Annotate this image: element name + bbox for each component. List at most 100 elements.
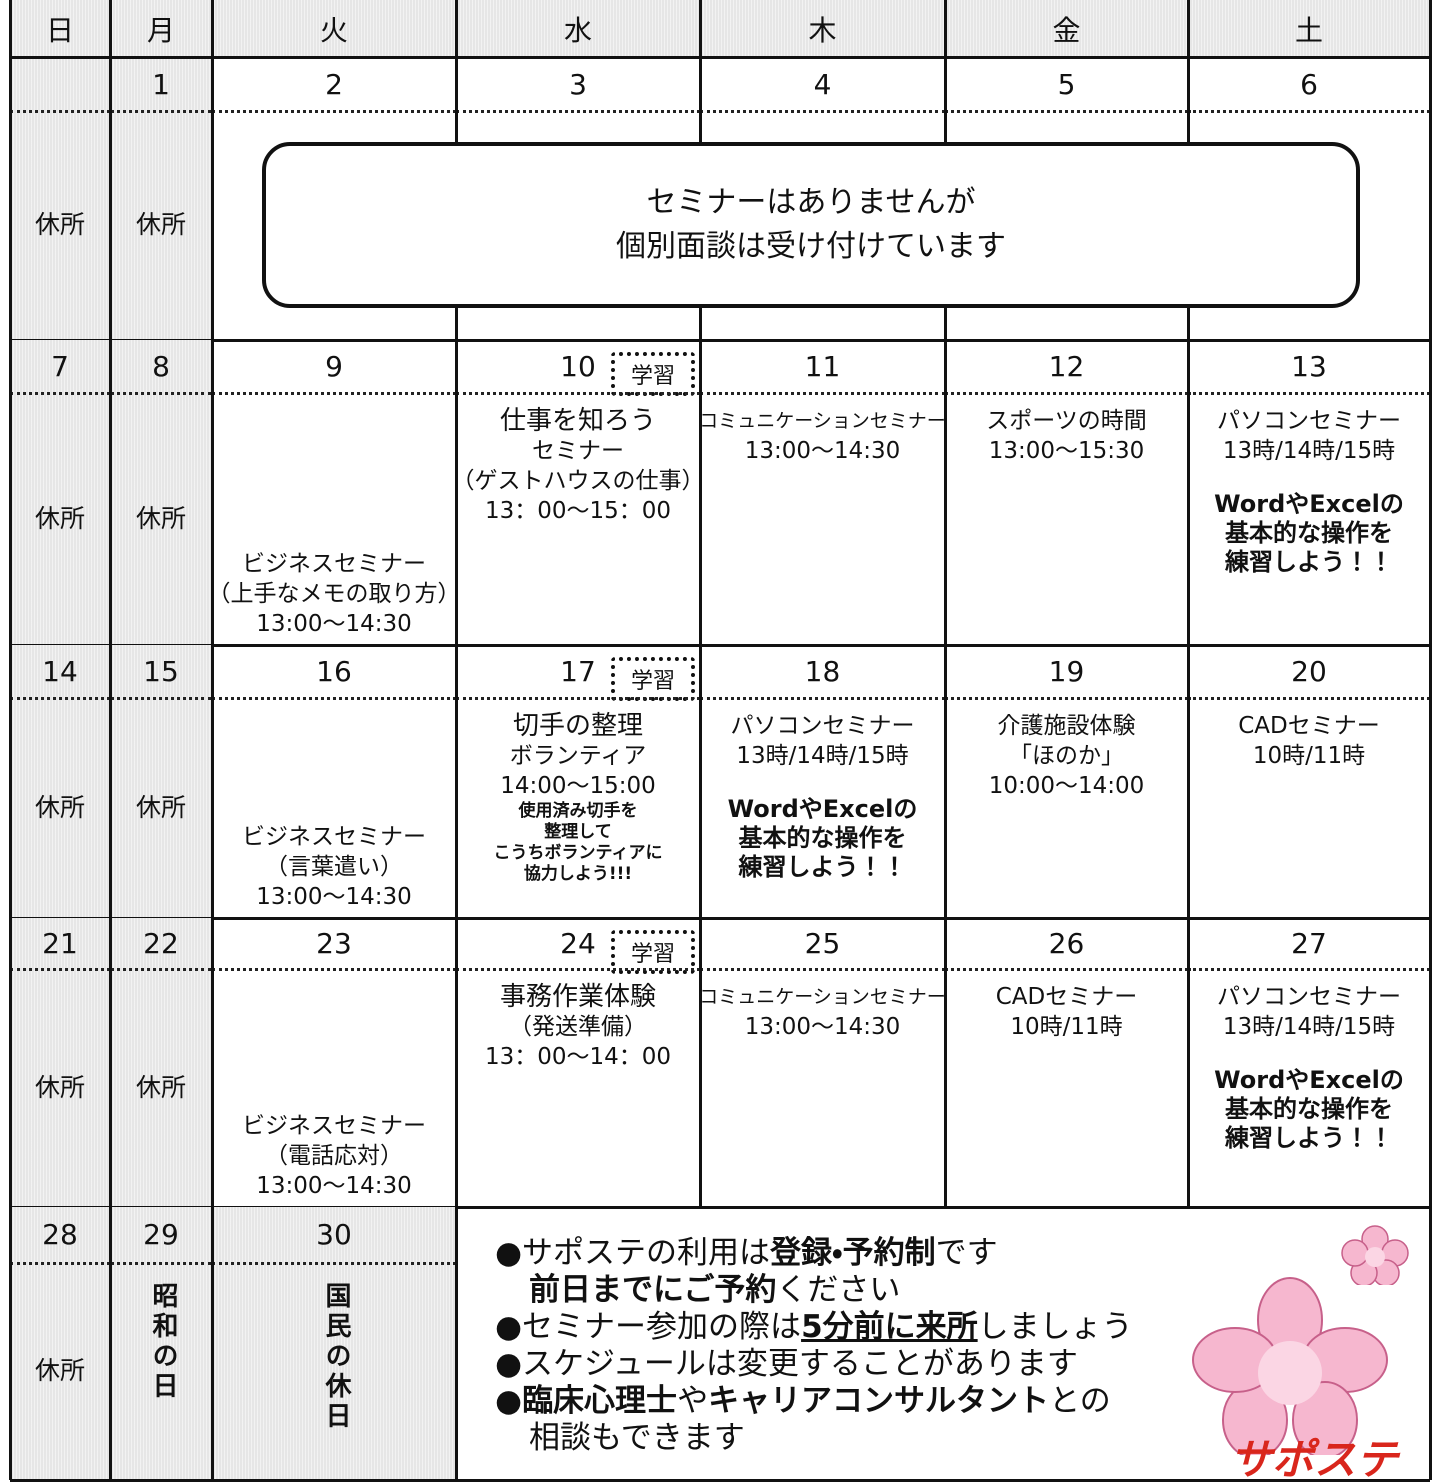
column-border	[455, 645, 458, 918]
cell-content: コミュニケーションセミナー 13:00〜14:30	[699, 406, 946, 466]
date-number: 7	[51, 349, 69, 383]
note-segment: ●サポステの利用は	[495, 1235, 771, 1271]
cell-line: 休所	[135, 1072, 186, 1102]
note-segment: ●スケジュールは変更することがあります	[495, 1346, 1078, 1382]
cell-content: 休所	[10, 697, 110, 918]
date-number: 17	[560, 654, 596, 688]
week-border	[10, 1479, 1430, 1482]
cell-line: 10時/11時	[1252, 743, 1366, 769]
cell-content: 休所	[10, 392, 110, 645]
date-number: 5	[1057, 67, 1076, 101]
week-border	[10, 1206, 1430, 1209]
column-border	[9, 1207, 12, 1480]
cell-line: 介護施設体験	[997, 713, 1136, 739]
column-border	[9, 918, 12, 1207]
date-number: 8	[152, 349, 170, 383]
note-line: 相談もできます	[495, 1420, 1133, 1457]
column-border	[9, 645, 12, 918]
column-border	[699, 918, 702, 1207]
cell-line: 13：00〜14：00	[484, 1044, 672, 1070]
cell-content: ビジネスセミナー （上手なメモの取り方） 13:00〜14:30	[208, 549, 461, 639]
date-number: 20	[1291, 654, 1327, 688]
cell-content: パソコンセミナー 13時/14時/15時 WordやExcelの 基本的な操作を 練習し…	[1188, 982, 1430, 1153]
column-border	[109, 1207, 112, 1480]
note-segment: ●	[495, 1383, 523, 1419]
logo: サポステ	[1230, 1435, 1399, 1484]
date-number: 29	[143, 1218, 179, 1251]
cell-content: 休所	[110, 968, 212, 1207]
flower-decoration	[1192, 1277, 1388, 1455]
cell-line: 13:00〜14:30	[256, 1173, 412, 1199]
emphasis-line: 練習しよう！！	[1224, 1124, 1393, 1152]
date-divider	[212, 110, 456, 113]
column-border	[1429, 0, 1432, 58]
cell-content: スポーツの時間 13:00〜15:30	[945, 406, 1188, 466]
column-border	[455, 58, 458, 110]
cell-line: 休所	[34, 503, 85, 533]
date-divider	[110, 392, 212, 395]
cell-line: 仕事を知ろう	[499, 406, 656, 436]
week-border	[10, 339, 1430, 342]
closed-bg	[10, 1207, 110, 1480]
notice-line: 個別面談は受け付けています	[616, 229, 1006, 264]
column-border	[944, 340, 947, 645]
weekday-label: 土	[1294, 14, 1323, 47]
cell-content: 休所	[110, 110, 212, 340]
closed-bg	[10, 340, 110, 645]
cell-line: コミュニケーションセミナー	[699, 986, 946, 1008]
cell-line: ビジネスセミナー	[242, 1113, 426, 1139]
column-border	[109, 58, 112, 340]
closed-bg	[110, 58, 212, 340]
cell-content: 休所	[110, 392, 212, 645]
date-number: 6	[1300, 67, 1318, 101]
holiday-label: 国民の休日	[321, 1282, 351, 1432]
date-number: 4	[813, 67, 832, 101]
date-divider	[212, 968, 456, 971]
date-divider	[456, 697, 700, 700]
column-border	[699, 645, 702, 918]
closed-bg	[110, 918, 212, 1207]
cell-line: 13:00〜15:30	[988, 438, 1145, 464]
cell-content: 仕事を知ろう セミナー （ゲストハウスの仕事） 13：00〜15：00	[452, 406, 705, 526]
column-border	[9, 0, 12, 58]
column-border	[699, 340, 702, 645]
cell-content: ビジネスセミナー （言葉遣い） 13:00〜14:30	[212, 822, 456, 912]
note-line: ●セミナー参加の際は5分前に来所しましょう	[495, 1309, 1133, 1346]
date-divider	[212, 1262, 456, 1265]
cell-line: 「ほのか」	[1009, 743, 1124, 769]
cell-content: CADセミナー 10時/11時	[1188, 711, 1430, 771]
cell-line: 13:00〜14:30	[744, 438, 901, 464]
weekday-label: 火	[319, 14, 348, 47]
cell-content: 事務作業体験 （発送準備） 13：00〜14：00	[456, 982, 700, 1072]
date-divider	[1188, 697, 1430, 700]
emphasis-block: 使用済み切手を 整理して こうちボランティアに 協力しよう!!!	[494, 801, 663, 885]
emphasis-line: 練習しよう！！	[738, 853, 907, 881]
date-divider	[110, 1262, 212, 1265]
closed-bg	[10, 645, 110, 918]
column-border	[1187, 918, 1190, 1207]
column-border	[699, 58, 702, 110]
emphasis-line: 基本的な操作を	[1224, 1095, 1393, 1123]
date-number: 22	[143, 926, 179, 960]
date-number: 28	[42, 1218, 78, 1251]
cell-content: 介護施設体験 「ほのか」 10:00〜14:00	[945, 711, 1188, 801]
note-segment: 臨床心理士	[522, 1383, 678, 1419]
closed-bg	[10, 918, 110, 1207]
column-border	[211, 918, 214, 1207]
date-number: 27	[1291, 926, 1327, 960]
column-border	[455, 918, 458, 1207]
date-divider	[456, 968, 700, 971]
date-divider	[700, 697, 945, 700]
study-tag: 学習	[611, 352, 696, 396]
date-number: 1	[152, 67, 170, 101]
cell-line: CADセミナー	[1238, 713, 1380, 739]
column-border	[109, 645, 112, 918]
date-number: 15	[143, 654, 179, 688]
cell-line: 休所	[135, 792, 186, 822]
date-divider	[945, 968, 1188, 971]
date-divider	[945, 110, 1188, 113]
closed-bg	[110, 645, 212, 918]
holiday-label: 昭和の日	[148, 1282, 178, 1402]
cell-content: 休所	[10, 1262, 110, 1480]
date-number: 9	[325, 349, 343, 383]
